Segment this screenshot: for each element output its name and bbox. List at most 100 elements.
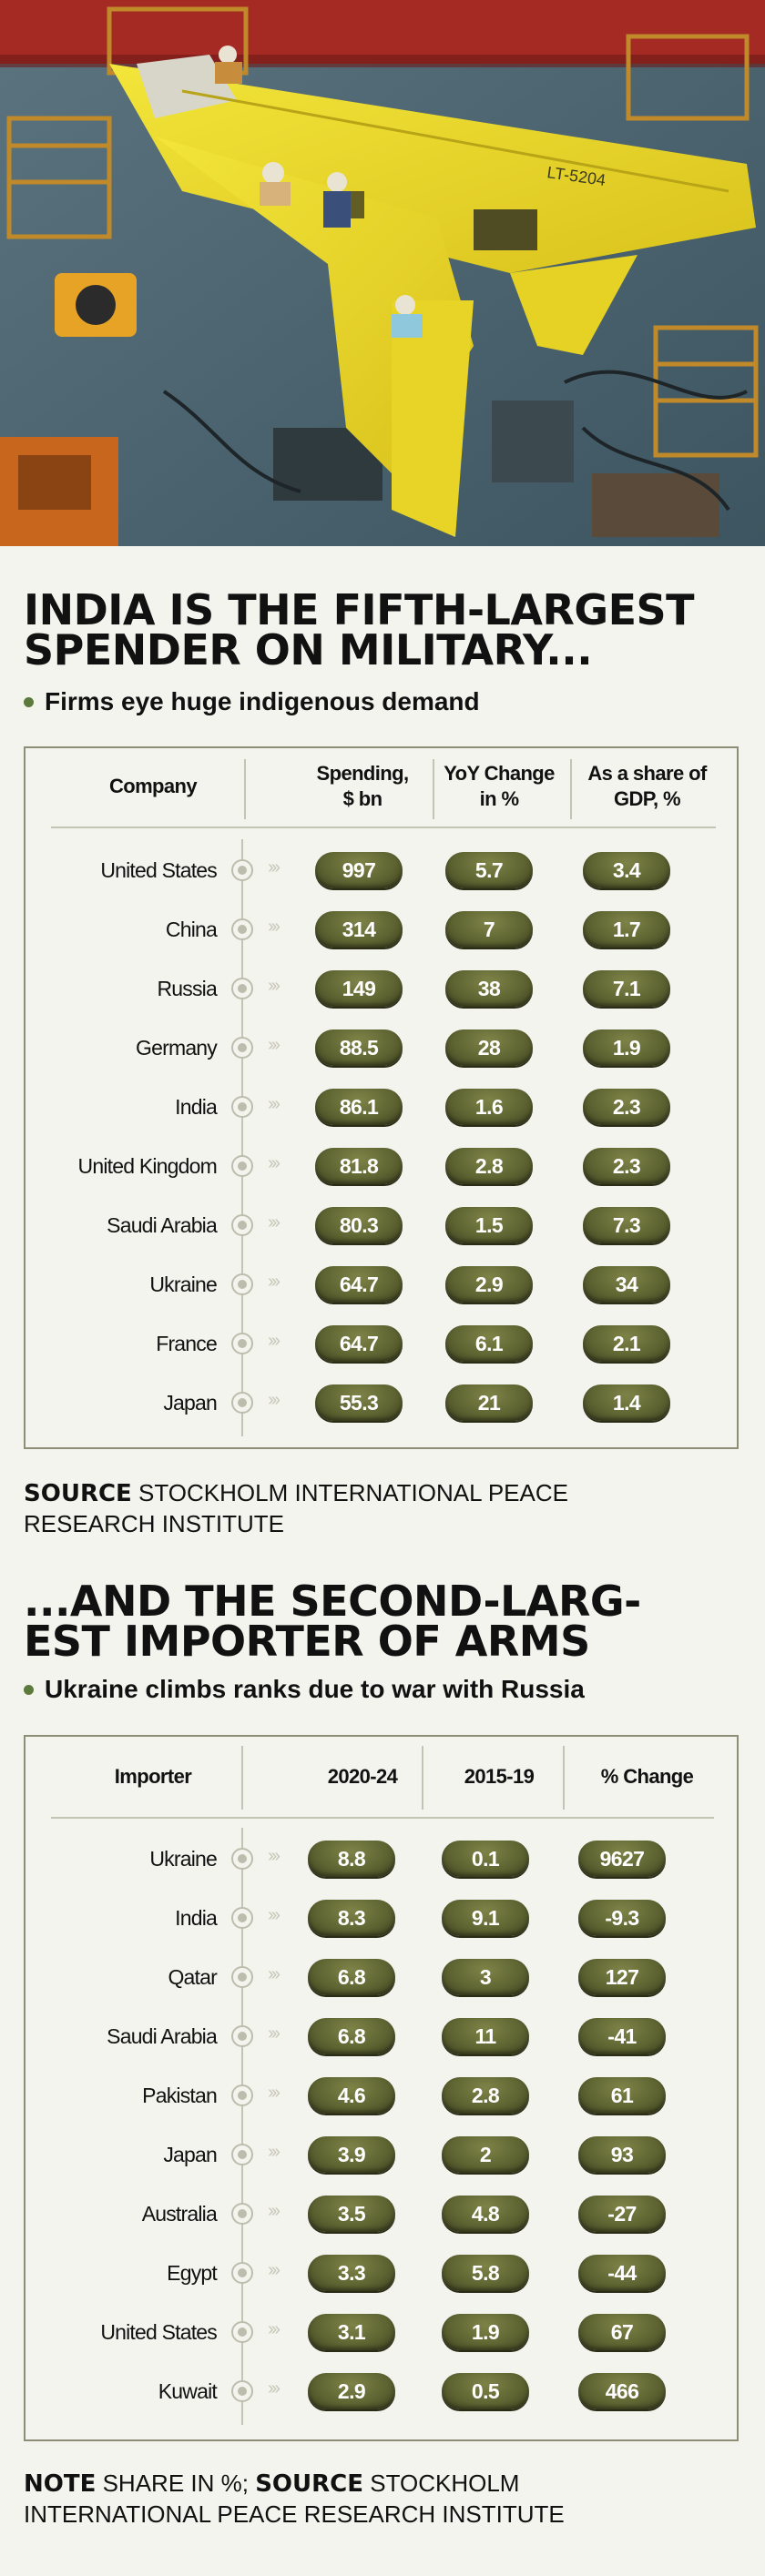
value-pill: 314 (315, 911, 403, 948)
table-row: United Kingdom ››› 81.8 2.8 2.3 (26, 1146, 740, 1186)
source-text-line1: STOCKHOLM (370, 2470, 520, 2497)
aircraft-assembly-illustration: LT-5204 (0, 0, 765, 546)
row-marker-icon (231, 1273, 253, 1295)
row-label: Russia (157, 977, 217, 1000)
row-marker-icon (231, 1096, 253, 1118)
section1-headline-line2: SPENDER ON MILITARY... (24, 625, 593, 674)
value-pill: 2.3 (583, 1148, 670, 1184)
row-label: Australia (141, 2202, 218, 2226)
chevron-right-icon: ››› (268, 1035, 280, 1055)
column-header-company: Company (108, 775, 198, 797)
value-pill: 6.8 (308, 2018, 395, 2054)
row-label: Saudi Arabia (107, 2024, 218, 2048)
row-label: India (175, 1906, 218, 1930)
row-label: Kuwait (158, 2379, 218, 2403)
value-pill: 3 (442, 1959, 529, 1995)
hero-photo: LT-5204 (0, 0, 765, 546)
row-marker-icon (231, 918, 253, 940)
bullet-dot-icon (24, 696, 34, 707)
chevron-right-icon: ››› (268, 2260, 280, 2280)
value-pill: 2 (442, 2136, 529, 2173)
row-marker-icon (231, 978, 253, 999)
note-label: NOTE (24, 2470, 97, 2498)
column-header-spending: Spending, $ bn (316, 762, 410, 810)
chevron-right-icon: ››› (268, 2319, 280, 2339)
section1-source: SOURCE STOCKHOLM INTERNATIONAL PEACE RES… (24, 1478, 743, 1539)
table-row: Qatar ››› 6.8 3 127 (26, 1957, 740, 1997)
value-pill: 3.5 (308, 2196, 395, 2232)
section1-subhead: Firms eye huge indigenous demand (24, 687, 480, 716)
value-pill: 3.1 (308, 2314, 395, 2350)
value-pill: 2.3 (583, 1089, 670, 1125)
value-pill: 93 (578, 2136, 666, 2173)
header-separator (563, 1746, 565, 1810)
column-header-importer: Importer (114, 1765, 192, 1788)
column-header-share-of-gdp: As a share of GDP, % (587, 762, 707, 810)
value-pill: 28 (445, 1029, 533, 1066)
value-pill: 466 (578, 2373, 666, 2409)
row-label: United States (100, 2320, 217, 2344)
row-marker-icon (231, 2144, 253, 2165)
section2-note-source: NOTE SHARE IN %; SOURCE STOCKHOLM INTERN… (24, 2469, 743, 2530)
value-pill: 4.6 (308, 2077, 395, 2114)
row-marker-icon (231, 1037, 253, 1059)
value-pill: 64.7 (315, 1325, 403, 1362)
row-marker-icon (231, 1966, 253, 1988)
value-pill: 2.1 (583, 1325, 670, 1362)
section1-subhead-text: Firms eye huge indigenous demand (45, 687, 480, 715)
row-label: United States (100, 858, 217, 882)
value-pill: 34 (583, 1266, 670, 1303)
row-marker-icon (231, 1155, 253, 1177)
row-marker-icon (231, 2262, 253, 2284)
chevron-right-icon: ››› (268, 1153, 280, 1173)
chevron-right-icon: ››› (268, 1905, 280, 1925)
table-row: United States ››› 3.1 1.9 67 (26, 2312, 740, 2352)
header-separator (244, 759, 246, 819)
header-separator (422, 1746, 423, 1810)
value-pill: 997 (315, 852, 403, 888)
row-marker-icon (231, 2380, 253, 2402)
value-pill: 1.9 (442, 2314, 529, 2350)
value-pill: 1.9 (583, 1029, 670, 1066)
row-marker-icon (231, 1392, 253, 1414)
value-pill: 149 (315, 970, 403, 1007)
section1-headline-line1: INDIA IS THE FIFTH-LARGEST (24, 585, 695, 634)
value-pill: 8.3 (308, 1900, 395, 1936)
header-separator (433, 759, 434, 819)
header-divider (51, 1817, 714, 1819)
table-row: Russia ››› 149 38 7.1 (26, 969, 740, 1009)
chevron-right-icon: ››› (268, 1964, 280, 1984)
table-row: Egypt ››› 3.3 5.8 -44 (26, 2253, 740, 2293)
row-axis-line (241, 839, 243, 1436)
value-pill: 3.4 (583, 852, 670, 888)
row-marker-icon (231, 1214, 253, 1236)
value-pill: 6.8 (308, 1959, 395, 1995)
column-header-yoy-change: YoY Change in % (444, 762, 555, 810)
row-marker-icon (231, 2025, 253, 2047)
row-label: China (165, 918, 218, 941)
table-row: Saudi Arabia ››› 6.8 11 -41 (26, 2016, 740, 2056)
source-text-line2: RESEARCH INSTITUTE (24, 1510, 285, 1537)
table-row: Kuwait ››› 2.9 0.5 466 (26, 2371, 740, 2411)
row-label: Japan (163, 1391, 217, 1415)
value-pill: 2.9 (308, 2373, 395, 2409)
row-label: United Kingdom (77, 1154, 218, 1178)
chevron-right-icon: ››› (268, 2378, 280, 2399)
chevron-right-icon: ››› (268, 2083, 280, 2103)
table-row: Ukraine ››› 64.7 2.9 34 (26, 1264, 740, 1304)
value-pill: 5.8 (442, 2255, 529, 2291)
row-marker-icon (231, 859, 253, 881)
value-pill: 80.3 (315, 1207, 403, 1243)
value-pill: 9627 (578, 1841, 666, 1877)
value-pill: 21 (445, 1384, 533, 1421)
value-pill: 3.3 (308, 2255, 395, 2291)
value-pill: -27 (578, 2196, 666, 2232)
row-label: Saudi Arabia (107, 1213, 218, 1237)
header-separator (570, 759, 572, 819)
header-separator (241, 1746, 243, 1810)
value-pill: -44 (578, 2255, 666, 2291)
chevron-right-icon: ››› (268, 1094, 280, 1114)
section2-headline: ...AND THE SECOND-LARG- EST IMPORTER OF … (24, 1580, 752, 1662)
row-label: Qatar (168, 1965, 217, 1989)
table-row: France ››› 64.7 6.1 2.1 (26, 1323, 740, 1364)
